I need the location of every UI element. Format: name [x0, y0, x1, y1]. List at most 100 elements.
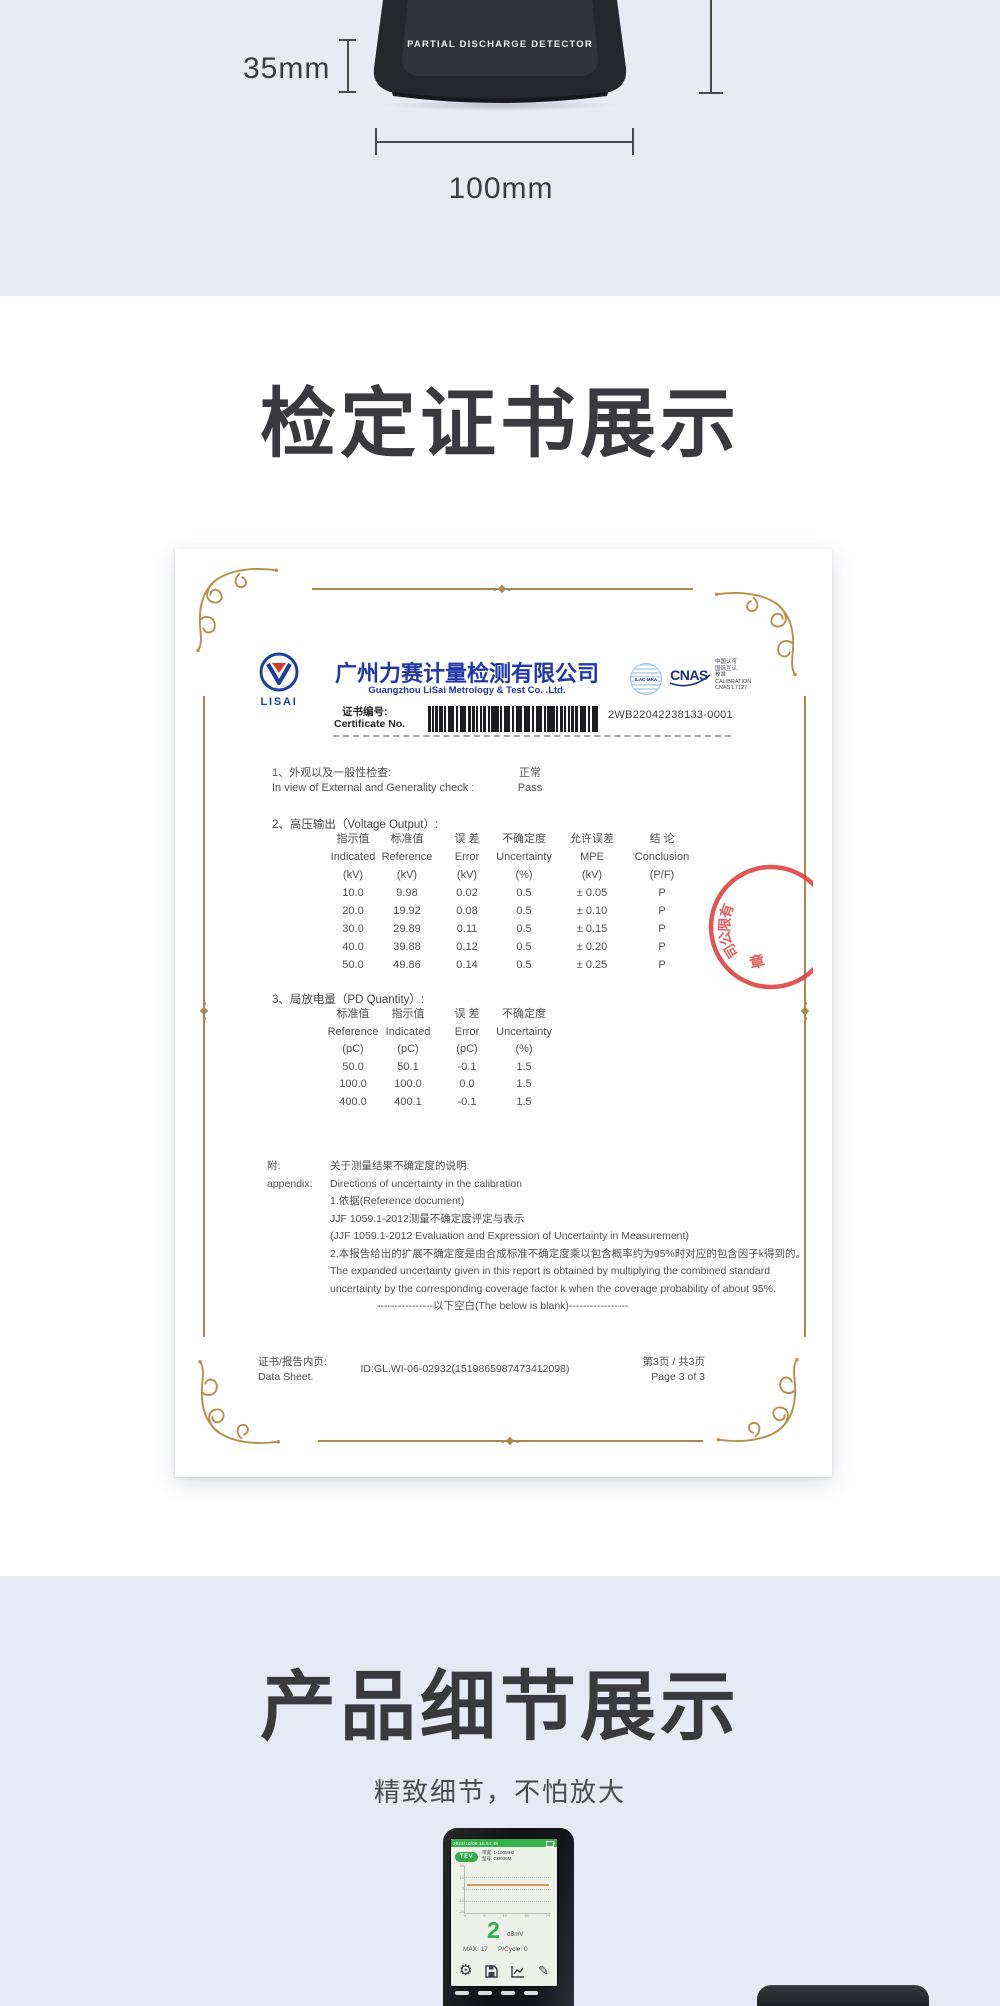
height-dimension-label: 35mm [243, 52, 331, 85]
footer-page-number: 第3页 / 共3页 Page 3 of 3 [642, 1356, 705, 1383]
voltage-col-indicated: 指示值 Indicated (kV) 10.0 20.0 30.0 40.0 5… [330, 833, 376, 971]
detector-bottom-photo: PARTIAL DISCHARGE DETECTOR [373, 0, 627, 103]
section3-title: 3、局放电量（PD Quantity）: [272, 994, 425, 1006]
certificate-section-heading: 检定证书展示 [260, 382, 740, 467]
screen-status-bar: 2022/10/08 15:04:48 [451, 1839, 557, 1847]
section2-title: 2、高压输出（Voltage Output）: [272, 819, 439, 831]
corner-flourish-icon [191, 565, 280, 654]
device-button [478, 1991, 492, 1995]
appendix-block: 附: 关于测量结果不确定度的说明: appendix: Directions o… [267, 1158, 807, 1316]
appendix-line: 1.依据(Reference document) [330, 1195, 465, 1207]
voltage-col-conclusion: 结 论 Conclusion (P/F) P P P P P [634, 833, 690, 971]
voltage-col-mpe: 允许误差 MPE (kV) ± 0.05 ± 0.10 ± 0.15 ± 0.2… [570, 833, 614, 971]
voltage-col-reference: 标准值 Reference (kV) 9.98 19.92 29.89 39.8… [381, 833, 433, 971]
lisai-logo-text: LISAI [260, 696, 297, 707]
certificate-barcode [428, 706, 600, 732]
battery-icon [546, 1841, 555, 1847]
appendix-line: appendix: Directions of uncertainty in t… [267, 1177, 523, 1190]
appendix-line: JJF 1059.1-2012测量不确定度评定与表示 [330, 1212, 525, 1225]
section1-title-cn: 1、外观以及一般性检查: [272, 767, 392, 779]
calibration-certificate: LISAI 广州力赛计量检测有限公司 Guangzhou LiSai Metro… [175, 549, 832, 1477]
gold-border-left [203, 696, 205, 1337]
border-ornament [493, 584, 511, 594]
section1-result-en: Pass [517, 782, 543, 794]
pd-col-error: 误 差 Error (pC) -0.1 0.0 -0.1 [454, 1008, 480, 1108]
chart-y-ticks: 20 10 0 -10 -20 [458, 1864, 465, 1914]
height-dimension-line [347, 40, 349, 92]
details-section-heading: 产品细节展示 [260, 1665, 740, 1750]
header-divider [333, 735, 731, 737]
pd-col-reference: 标准值 Reference (pC) 50.0 100.0 400.0 [327, 1008, 379, 1108]
certificate-number: 2WB22042238133-0001 [608, 709, 733, 721]
screen-waveform-chart: 20 10 0 -10 -20 [459, 1864, 551, 1914]
save-icon [485, 1965, 499, 1978]
svg-text:公: 公 [716, 930, 735, 947]
pen-icon: ✎ [538, 1963, 549, 1978]
corner-flourish-icon [715, 1356, 804, 1445]
pd-col-uncertainty: 不确定度 Uncertainty (%) 1.5 1.5 1.5 [496, 1008, 552, 1108]
cert-no-label-cn: 证书编号: [342, 706, 388, 718]
cert-no-label-en: Certificate No. [334, 718, 406, 730]
company-name-en: Guangzhou LiSai Metrology & Test Co. .Lt… [368, 685, 566, 696]
height-dim-cap-top [339, 39, 356, 41]
screen-info-text: 带宽: 1-100MHz 型号: GD036M [482, 1850, 515, 1861]
waveform-line [467, 1884, 549, 1886]
lisai-logo-icon: LISAI [259, 652, 299, 707]
device-button [501, 1991, 515, 1995]
side-dimension-line [710, 0, 712, 93]
details-section-subtitle: 精致细节，不怕放大 [373, 1777, 626, 1807]
detector-front-label: PARTIAL DISCHARGE DETECTOR [407, 39, 593, 50]
product-details-section: 产品细节展示 精致细节，不怕放大 2022/10/08 15:04:48 TEV… [0, 1576, 1000, 2006]
appendix-line: (JJF 1059.1-2012 Evaluation and Expressi… [330, 1230, 689, 1242]
company-name-cn: 广州力赛计量检测有限公司 [335, 661, 600, 686]
voltage-col-error: 误 差 Error (kV) 0.02 0.08 0.11 0.12 0.14 [454, 833, 480, 971]
detector-device-photo: 2022/10/08 15:04:48 TEV 带宽: 1-100MHz 型号:… [443, 1828, 574, 2006]
product-shadow [380, 99, 620, 111]
svg-text:章: 章 [748, 951, 767, 972]
footer-id-text: ID:GL.WI-06-02932(1519865987473412098) [360, 1363, 570, 1375]
appendix-line: The expanded uncertainty given in this r… [330, 1265, 771, 1277]
tev-mode-badge: TEV [455, 1852, 478, 1862]
appendix-line: 附: 关于测量结果不确定度的说明: [267, 1160, 470, 1172]
reading-unit: dBmV [507, 1932, 524, 1938]
max-stat: MAX: 17 [463, 1946, 488, 1953]
border-ornament [199, 1002, 209, 1020]
width-dim-cap-left [375, 128, 377, 155]
screen-time: 2022/10/08 15:04:48 [453, 1840, 499, 1846]
section1-title-en: In view of External and Generality check… [272, 782, 475, 794]
pd-col-indicated: 指示值 Indicated (pC) 50.1 100.0 400.1 [385, 1008, 431, 1108]
width-dimension-line [375, 141, 633, 143]
appendix-line: uncertainty by the corresponding coverag… [330, 1282, 776, 1295]
top-product-section: PARTIAL DISCHARGE DETECTOR 35mm 100mm [0, 0, 1000, 296]
appendix-blank-note: ----------------以下空白(The below is blank)… [377, 1300, 629, 1312]
svg-text:限: 限 [716, 917, 733, 932]
border-ornament [800, 1002, 810, 1020]
device-button [455, 1991, 469, 1995]
footer-sheet-label: 证书/报告内页: Data Sheet. [258, 1356, 327, 1383]
appendix-line: 2.本报告给出的扩展不确定度是由合成标准不确定度乘以包含概率约为95%时对应的包… [330, 1247, 807, 1260]
device-button [524, 1991, 538, 1995]
red-seal-stamp: 有 限 公 司 章 [708, 864, 813, 990]
reading-value: 2 [487, 1917, 500, 1943]
side-dim-cap [699, 92, 723, 94]
ilac-mra-logo-icon: ILAC-MRA [630, 663, 662, 695]
cycle-stat: P/Cycle: 0 [498, 1946, 528, 1953]
accreditation-text: 中国认可 国际互认 校准 CALIBRATION CNAS L7127 [715, 659, 752, 692]
gear-icon: ⚙ [459, 1962, 473, 1979]
cnas-logo-icon: CNAS [669, 667, 711, 687]
width-dim-cap-right [632, 128, 634, 155]
detector-top-photo [757, 1985, 929, 2006]
gold-border-right [804, 696, 806, 1337]
detector-screen: 2022/10/08 15:04:48 TEV 带宽: 1-100MHz 型号:… [450, 1838, 558, 1987]
chart-icon [511, 1966, 525, 1978]
section1-result-cn: 正常 [519, 767, 541, 779]
voltage-col-uncertainty: 不确定度 Uncertainty (%) 0.5 0.5 0.5 0.5 0.5 [496, 833, 552, 971]
svg-text:CNAS: CNAS [670, 667, 708, 683]
height-dim-cap-bottom [339, 91, 356, 93]
screen-toolbar: ⚙ ✎ [459, 1963, 549, 1978]
width-dimension-label: 100mm [448, 172, 554, 205]
border-ornament [501, 1436, 519, 1446]
svg-text:有: 有 [717, 902, 737, 921]
